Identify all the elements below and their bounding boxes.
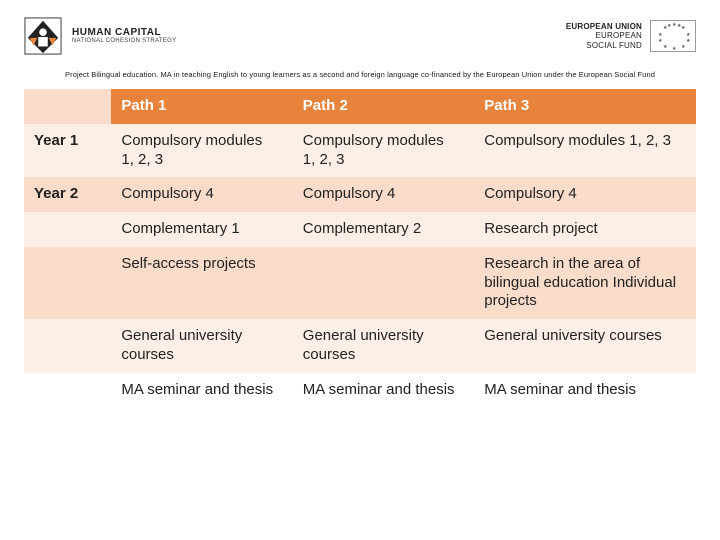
col-path2: Path 2	[293, 89, 474, 124]
table-corner-cell	[24, 89, 111, 124]
col-path3: Path 3	[474, 89, 696, 124]
cell: Compulsory 4	[293, 177, 474, 212]
cell	[293, 247, 474, 319]
table-row: Self-access projects Research in the are…	[24, 247, 696, 319]
row-label	[24, 319, 111, 373]
row-label	[24, 373, 111, 408]
logo-line2: NATIONAL COHESION STRATEGY	[72, 38, 176, 44]
cell: Compulsory 4	[111, 177, 292, 212]
eu-line1: EUROPEAN UNION	[566, 22, 642, 31]
page-root: HUMAN CAPITAL NATIONAL COHESION STRATEGY…	[0, 0, 720, 540]
cell: Research project	[474, 212, 696, 247]
cell: General university courses	[474, 319, 696, 373]
table-row: Year 2 Compulsory 4 Compulsory 4 Compuls…	[24, 177, 696, 212]
table-row: Complementary 1 Complementary 2 Research…	[24, 212, 696, 247]
project-description: Project Bilingual education. MA in teach…	[24, 70, 696, 79]
cell: MA seminar and thesis	[474, 373, 696, 408]
paths-table: Path 1 Path 2 Path 3 Year 1 Compulsory m…	[24, 89, 696, 407]
cell: Compulsory modules1, 2, 3	[293, 124, 474, 178]
logo-human-capital-text: HUMAN CAPITAL NATIONAL COHESION STRATEGY	[72, 28, 176, 45]
cell: General university courses	[293, 319, 474, 373]
cell: Complementary 2	[293, 212, 474, 247]
cell: General university courses	[111, 319, 292, 373]
col-path1: Path 1	[111, 89, 292, 124]
table-row: Year 1 Compulsory modules1, 2, 3 Compuls…	[24, 124, 696, 178]
cell: MA seminar and thesis	[293, 373, 474, 408]
logo-human-capital: HUMAN CAPITAL NATIONAL COHESION STRATEGY	[24, 17, 176, 55]
row-label: Year 1	[24, 124, 111, 178]
table-row: MA seminar and thesis MA seminar and the…	[24, 373, 696, 408]
cell: MA seminar and thesis	[111, 373, 292, 408]
cell: Compulsory 4	[474, 177, 696, 212]
table-body: Year 1 Compulsory modules1, 2, 3 Compuls…	[24, 124, 696, 408]
cell: Complementary 1	[111, 212, 292, 247]
eu-line3: SOCIAL FUND	[566, 41, 642, 50]
row-label: Year 2	[24, 177, 111, 212]
table-header-row: Path 1 Path 2 Path 3	[24, 89, 696, 124]
logo-eu: EUROPEAN UNION EUROPEAN SOCIAL FUND ★ ★ …	[566, 20, 696, 52]
logo-eu-text: EUROPEAN UNION EUROPEAN SOCIAL FUND	[566, 22, 642, 50]
cell: Self-access projects	[111, 247, 292, 319]
eu-flag-icon: ★ ★ ★ ★ ★ ★ ★ ★ ★ ★ ★ ★	[650, 20, 696, 52]
cell: Compulsory modules1, 2, 3	[111, 124, 292, 178]
cell: Research in the area of bilingual educat…	[474, 247, 696, 319]
header-logos: HUMAN CAPITAL NATIONAL COHESION STRATEGY…	[24, 8, 696, 64]
table-row: General university courses General unive…	[24, 319, 696, 373]
cell: Compulsory modules 1, 2, 3	[474, 124, 696, 178]
logo-line1: HUMAN CAPITAL	[72, 28, 176, 39]
human-capital-icon	[24, 17, 62, 55]
row-label	[24, 212, 111, 247]
eu-line2: EUROPEAN	[566, 31, 642, 40]
row-label	[24, 247, 111, 319]
